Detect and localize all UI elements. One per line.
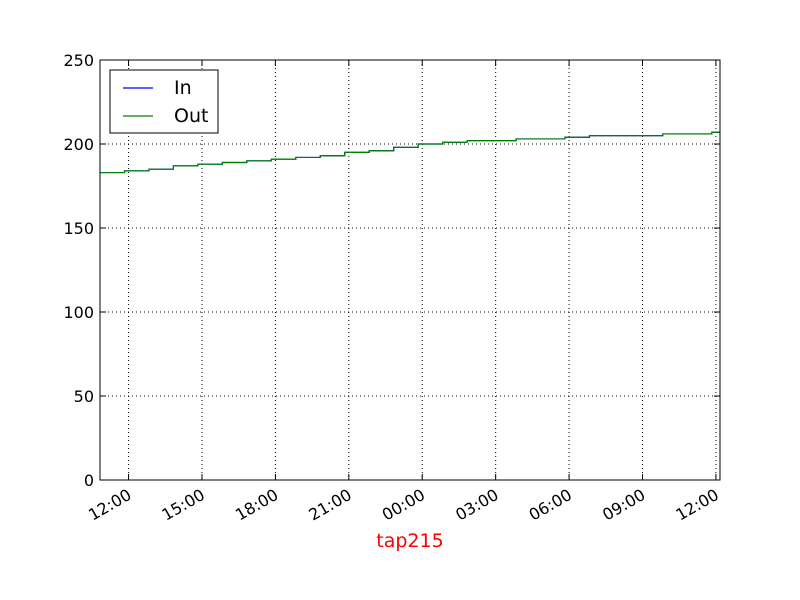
legend-box	[109, 69, 219, 134]
y-tick-label: 200	[63, 135, 94, 154]
x-tick-label: 12:00	[672, 485, 721, 525]
y-axis-ticks: 0 50 100 150 200 250	[63, 51, 720, 490]
x-tick-label: 18:00	[232, 485, 281, 525]
series-line-in	[100, 131, 720, 174]
series-line-out	[100, 131, 720, 174]
x-tick-label: 03:00	[452, 485, 501, 525]
y-tick-label: 50	[74, 387, 94, 406]
x-tick-label: 21:00	[305, 485, 354, 525]
x-tick-label: 00:00	[379, 485, 428, 525]
legend-label-out: Out	[174, 105, 208, 127]
x-tick-label: 15:00	[159, 485, 208, 525]
series-lines	[100, 131, 720, 174]
y-tick-label: 0	[84, 471, 94, 490]
y-tick-label: 100	[63, 303, 94, 322]
legend-label-in: In	[174, 77, 192, 99]
y-tick-label: 150	[63, 219, 94, 238]
y-tick-label: 250	[63, 51, 94, 70]
x-tick-label: 06:00	[526, 485, 575, 525]
x-tick-label: 12:00	[85, 485, 134, 525]
plot-area-frame	[99, 59, 721, 481]
legend: In Out	[109, 69, 219, 134]
x-axis-label: tap215	[376, 530, 443, 552]
x-tick-label: 09:00	[599, 485, 648, 525]
